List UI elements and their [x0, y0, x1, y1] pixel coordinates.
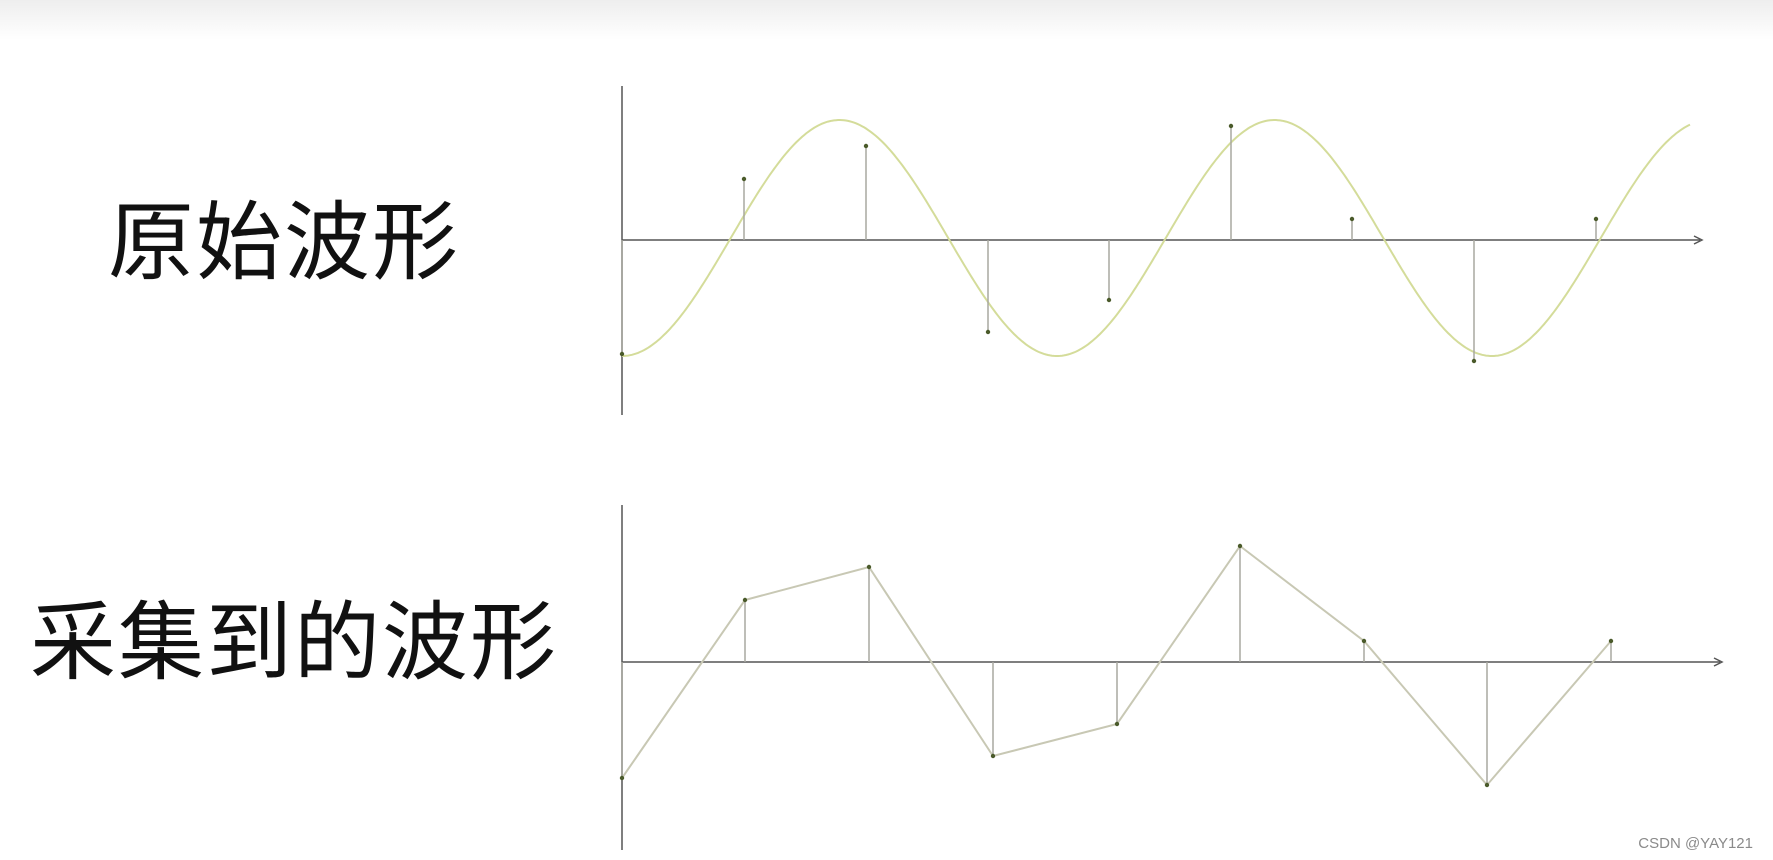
top-sample-point	[1593, 216, 1599, 222]
bottom-sample-point	[1361, 638, 1367, 644]
top-sample-point	[1106, 297, 1112, 303]
top-sample-point	[1228, 123, 1234, 129]
bottom-sample-point	[990, 753, 996, 759]
bottom-sample-point	[742, 597, 748, 603]
bottom-sample-point	[1608, 638, 1614, 644]
original-waveform-label: 原始波形	[108, 193, 460, 293]
top-sample-point	[741, 176, 747, 182]
top-sample-point	[863, 143, 869, 149]
bottom-sample-point	[1114, 721, 1120, 727]
bottom-x-axis-arrow	[1713, 657, 1724, 667]
bottom-sample-point	[866, 564, 872, 570]
bottom-sample-point	[619, 775, 625, 781]
top-sample-point	[985, 329, 991, 335]
top-sample-point	[1471, 358, 1477, 364]
sampled-waveform-label: 采集到的波形	[30, 593, 558, 693]
bottom-sample-point	[1237, 543, 1243, 549]
top-x-axis-arrow	[1693, 235, 1704, 245]
watermark: CSDN @YAY121	[1638, 835, 1753, 852]
original-sine-wave	[622, 119, 1691, 357]
top-sample-point	[1349, 216, 1355, 222]
top-sample-point	[619, 351, 625, 357]
top-shade	[0, 0, 1773, 40]
bottom-sample-point	[1484, 782, 1490, 788]
